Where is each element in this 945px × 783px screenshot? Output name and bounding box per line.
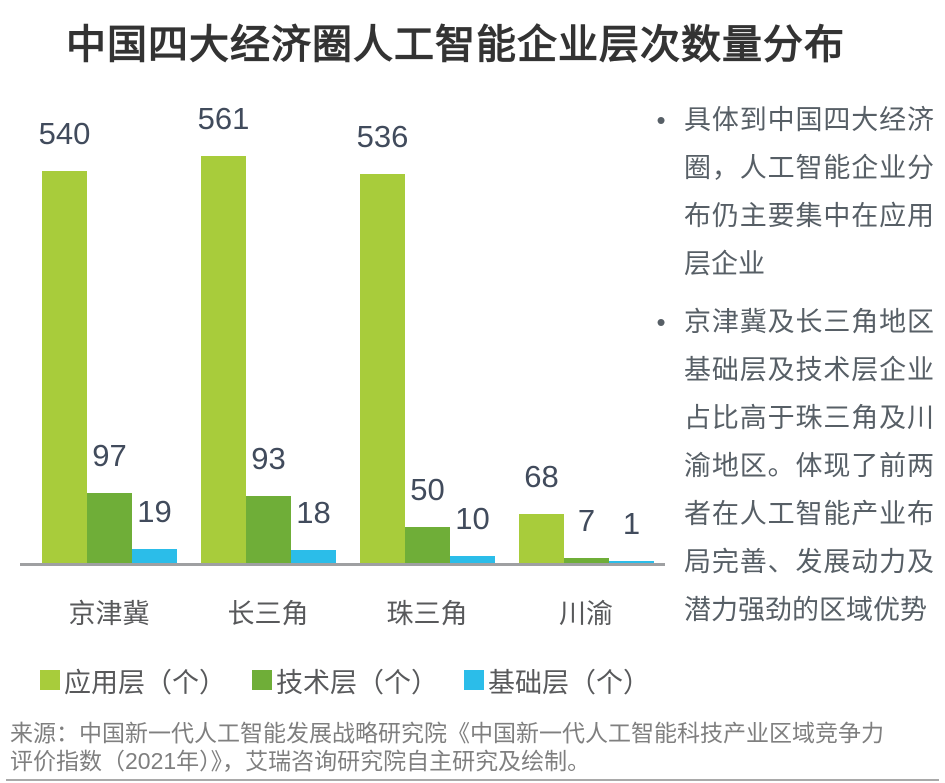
legend-label: 基础层（个） bbox=[488, 667, 650, 698]
value-label: 97 bbox=[92, 438, 127, 473]
value-label: 7 bbox=[577, 503, 596, 538]
value-label: 93 bbox=[251, 441, 286, 476]
bar-京津冀-应用层（个） bbox=[42, 171, 87, 563]
category-label-京津冀: 京津冀 bbox=[68, 599, 150, 629]
value-label: 19 bbox=[137, 494, 172, 529]
legend-swatch-icon bbox=[252, 670, 272, 690]
bottom-divider bbox=[6, 779, 939, 781]
bar-川渝-技术层（个） bbox=[564, 558, 609, 563]
legend-swatch-icon bbox=[40, 670, 60, 690]
category-label-珠三角: 珠三角 bbox=[386, 599, 468, 629]
annotation-bullet-1: • 具体到中国四大经济圈，人工智能企业分布仍主要集中在应用层企业 bbox=[638, 96, 940, 288]
legend-label: 应用层（个） bbox=[64, 667, 226, 698]
legend-item-技术层（个）: 技术层（个） bbox=[252, 661, 438, 700]
annotation-panel: • 具体到中国四大经济圈，人工智能企业分布仍主要集中在应用层企业 • 京津冀及长… bbox=[638, 96, 940, 644]
annotation-text-1: 具体到中国四大经济圈，人工智能企业分布仍主要集中在应用层企业 bbox=[684, 105, 934, 279]
source-line-2: 评价指数（2021年）》，艾瑞咨询研究院自主研究及绘制。 bbox=[10, 748, 591, 774]
page-title: 中国四大经济圈人工智能企业层次数量分布 bbox=[66, 23, 845, 67]
annotation-text-2: 京津冀及长三角地区基础层及技术层企业占比高于珠三角及川渝地区。体现了前两者在人工… bbox=[684, 307, 934, 625]
value-label: 1 bbox=[622, 506, 641, 541]
bar-川渝-应用层（个） bbox=[519, 514, 564, 563]
category-axis: 京津冀 长三角 珠三角 川渝 bbox=[20, 592, 665, 629]
annotation-bullet-2: • 京津冀及长三角地区基础层及技术层企业占比高于珠三角及川渝地区。体现了前两者在… bbox=[638, 298, 940, 634]
bar-长三角-技术层（个） bbox=[246, 496, 291, 563]
value-label: 18 bbox=[296, 495, 331, 530]
bar-珠三角-应用层（个） bbox=[360, 174, 405, 563]
legend-swatch-icon bbox=[464, 670, 484, 690]
bar-珠三角-技术层（个） bbox=[405, 527, 450, 563]
value-label: 536 bbox=[356, 119, 409, 154]
category-label-川渝: 川渝 bbox=[559, 599, 613, 629]
source-note: 来源：中国新一代人工智能发展战略研究院《中国新一代人工智能科技产业区域竞争力 评… bbox=[10, 719, 930, 775]
value-label: 540 bbox=[38, 116, 91, 151]
bullet-marker-icon: • bbox=[656, 307, 666, 337]
bar-京津冀-基础层（个） bbox=[132, 549, 177, 563]
value-label: 68 bbox=[524, 459, 559, 494]
bar-长三角-基础层（个） bbox=[291, 550, 336, 563]
chart-legend: 应用层（个） 技术层（个） 基础层（个） bbox=[40, 661, 650, 700]
bar-珠三角-基础层（个） bbox=[450, 556, 495, 563]
bullet-marker-icon: • bbox=[656, 105, 666, 135]
bar-川渝-基础层（个） bbox=[609, 561, 654, 563]
bar-京津冀-技术层（个） bbox=[87, 493, 132, 563]
legend-item-应用层（个）: 应用层（个） bbox=[40, 661, 226, 700]
bar-chart-plot-area: 540 97 19 561 93 18 536 50 10 68 7 1 bbox=[20, 100, 665, 566]
bar-长三角-应用层（个） bbox=[201, 156, 246, 563]
source-line-1: 来源：中国新一代人工智能发展战略研究院《中国新一代人工智能科技产业区域竞争力 bbox=[10, 720, 884, 746]
value-label: 561 bbox=[197, 101, 250, 136]
value-label: 10 bbox=[455, 501, 490, 536]
value-label: 50 bbox=[410, 472, 445, 507]
legend-label: 技术层（个） bbox=[276, 667, 438, 698]
category-label-长三角: 长三角 bbox=[227, 599, 309, 629]
legend-item-基础层（个）: 基础层（个） bbox=[464, 661, 650, 700]
